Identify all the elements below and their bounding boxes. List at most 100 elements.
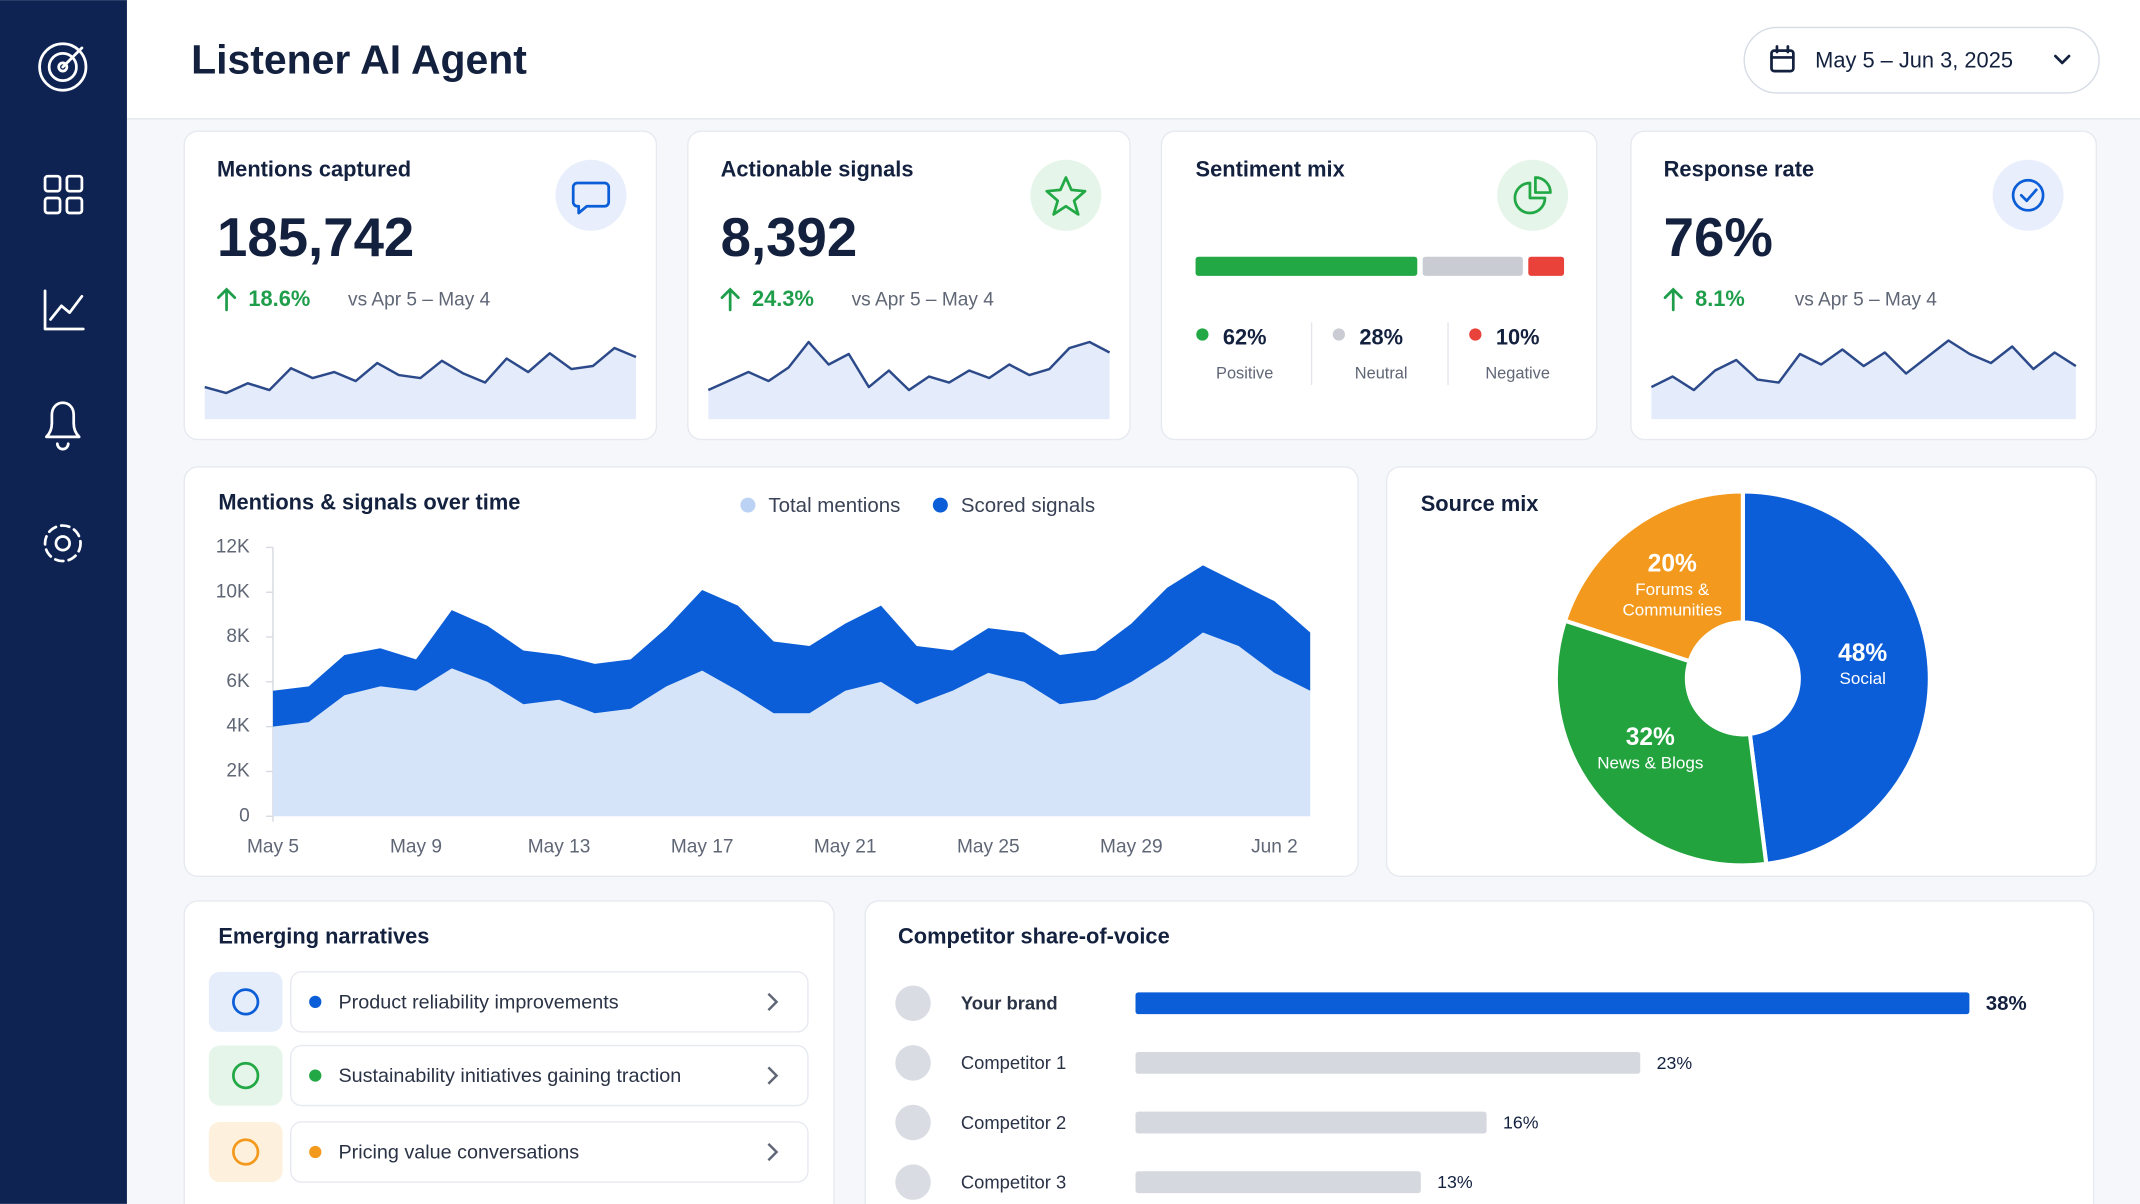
narrative-row[interactable] bbox=[290, 1121, 809, 1183]
logo bbox=[38, 42, 88, 92]
page-title: Listener AI Agent bbox=[191, 37, 527, 83]
narrative-row[interactable] bbox=[290, 1044, 809, 1107]
nav-dashboard[interactable] bbox=[43, 174, 84, 215]
narrative-dot bbox=[309, 1069, 322, 1082]
y-tick-label: 2K bbox=[226, 761, 250, 782]
legend-dot bbox=[1469, 328, 1482, 341]
narrative-label: Pricing value conversations bbox=[338, 1142, 579, 1164]
slice-label: Social bbox=[1839, 669, 1886, 689]
sparkline-area bbox=[1651, 340, 2076, 420]
sov-value: 16% bbox=[1503, 1113, 1539, 1133]
nav-alerts[interactable] bbox=[45, 401, 81, 451]
icon-bg bbox=[555, 159, 627, 231]
x-tick-label: May 9 bbox=[390, 837, 442, 858]
slice-label-box: Social bbox=[1839, 669, 1886, 689]
y-tick-label: 10K bbox=[216, 581, 250, 602]
kpi-value: 185,742 bbox=[217, 207, 414, 268]
y-tick-label: 8K bbox=[226, 626, 250, 647]
card-title: Sentiment mix bbox=[1196, 156, 1345, 181]
slice-value: 48% bbox=[1838, 640, 1887, 667]
sentiment-value: 10% bbox=[1496, 324, 1540, 349]
pie-slice bbox=[1562, 489, 1745, 664]
sov-bar bbox=[1135, 1051, 1641, 1074]
sentiment-bar bbox=[1422, 256, 1523, 276]
y-tick-label: 4K bbox=[226, 716, 250, 737]
x-tick-label: May 17 bbox=[671, 837, 734, 858]
icon-bg bbox=[1992, 159, 2064, 231]
sov-bar bbox=[1135, 1111, 1487, 1134]
nav-settings[interactable] bbox=[43, 524, 82, 563]
kpi-comparison: vs Apr 5 – May 4 bbox=[348, 289, 491, 310]
kpi-title: Actionable signals bbox=[721, 156, 914, 181]
sentiment-name: Neutral bbox=[1355, 364, 1408, 382]
sov-bar bbox=[1135, 1171, 1421, 1194]
slice-label-box: Forums & Communities bbox=[1622, 580, 1722, 620]
sparkline bbox=[1650, 339, 2077, 392]
legend-label: Scored signals bbox=[961, 494, 1095, 517]
kpi-change: 18.6% bbox=[248, 286, 310, 311]
narrative-icon-box bbox=[208, 971, 283, 1032]
sparkline bbox=[707, 340, 1111, 392]
narrative-icon bbox=[232, 1061, 260, 1090]
calendar-icon bbox=[1770, 45, 1795, 73]
narrative-icon-box bbox=[208, 1045, 283, 1106]
kpi-comparison: vs Apr 5 – May 4 bbox=[1795, 289, 1938, 310]
chat-icon bbox=[571, 181, 611, 215]
sentiment-value: 28% bbox=[1359, 324, 1403, 349]
legend-label: Total mentions bbox=[768, 494, 900, 517]
card-title: Emerging narratives bbox=[218, 924, 429, 949]
check-icon bbox=[2011, 178, 2045, 212]
sentiment-card bbox=[1160, 130, 1598, 441]
y-tick-label: 6K bbox=[226, 671, 250, 692]
dropdown-chevron bbox=[2054, 54, 2071, 65]
avatar bbox=[895, 985, 931, 1021]
pie-slice bbox=[1553, 618, 1769, 868]
legend-dot bbox=[1332, 328, 1346, 341]
avatar bbox=[895, 1164, 931, 1200]
slice-label-box: News & Blogs bbox=[1597, 753, 1704, 773]
sidebar bbox=[0, 0, 127, 1204]
up-arrow bbox=[1663, 287, 1683, 312]
y-tick-label: 0 bbox=[239, 805, 250, 826]
icon-bg bbox=[1497, 159, 1569, 231]
slice-label: News & Blogs bbox=[1597, 753, 1704, 773]
legend-dot bbox=[740, 497, 756, 513]
sov-name: Competitor 1 bbox=[961, 1052, 1066, 1073]
icon-bg bbox=[1030, 159, 1102, 231]
pie-slice bbox=[1740, 489, 1932, 867]
narrative-row[interactable] bbox=[290, 971, 809, 1033]
narrative-icon bbox=[232, 1138, 260, 1166]
sentiment-name: Negative bbox=[1485, 364, 1550, 382]
area bbox=[272, 565, 1311, 727]
avatar bbox=[895, 1045, 931, 1081]
nav-analytics[interactable] bbox=[43, 289, 85, 331]
kpi-value: 8,392 bbox=[721, 207, 858, 268]
slice-value: 32% bbox=[1626, 724, 1675, 751]
narrative-icon-box bbox=[208, 1121, 283, 1183]
narrative-dot bbox=[309, 1145, 322, 1159]
narrative-label: Product reliability improvements bbox=[338, 991, 618, 1013]
card-title: Source mix bbox=[1421, 491, 1539, 516]
sov-value: 38% bbox=[1986, 992, 2027, 1015]
kpi-comparison: vs Apr 5 – May 4 bbox=[852, 289, 995, 310]
slice-value: 20% bbox=[1648, 550, 1697, 577]
sentiment-bar bbox=[1528, 256, 1565, 276]
x-tick-label: Jun 2 bbox=[1251, 837, 1298, 858]
date-range: May 5 – Jun 3, 2025 bbox=[1815, 47, 2013, 72]
x-tick-label: May 29 bbox=[1100, 837, 1163, 858]
legend-dot bbox=[932, 497, 948, 513]
sparkline-area bbox=[204, 348, 636, 420]
sov-value: 23% bbox=[1657, 1053, 1693, 1073]
kpi-change: 24.3% bbox=[752, 286, 814, 311]
area bbox=[272, 632, 1311, 817]
source-card bbox=[1385, 466, 2098, 878]
x-tick-label: May 21 bbox=[814, 837, 877, 858]
kpi-change: 8.1% bbox=[1695, 286, 1745, 311]
kpi-value: 76% bbox=[1664, 207, 1773, 268]
card-title: Mentions & signals over time bbox=[218, 490, 520, 515]
kpi-title: Response rate bbox=[1664, 156, 1814, 181]
sov-value: 13% bbox=[1437, 1172, 1473, 1192]
date-picker[interactable] bbox=[1743, 26, 2100, 94]
